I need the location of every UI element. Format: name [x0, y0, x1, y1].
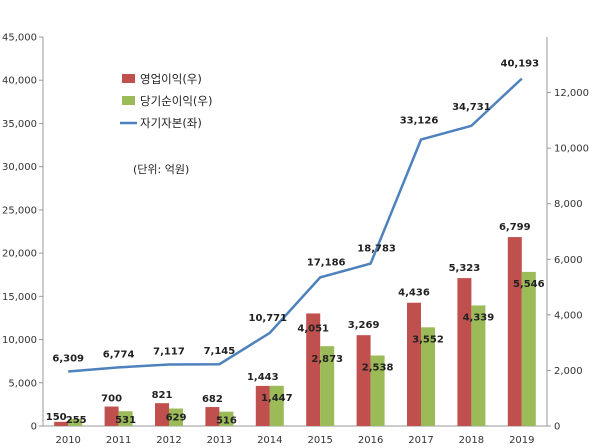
net-income-bar — [169, 408, 183, 426]
x-tick-label: 2015 — [307, 435, 332, 446]
equity-label: 7,117 — [153, 346, 185, 357]
equity-line — [68, 77, 523, 373]
net-income-label: 255 — [66, 415, 87, 426]
net-income-bar — [68, 418, 83, 426]
left-tick-label: 0 — [31, 422, 37, 433]
operating-profit-bar — [104, 406, 119, 426]
net-income-bar — [269, 385, 284, 426]
operating-profit-bar — [507, 237, 522, 426]
x-tick-label: 2012 — [156, 435, 181, 446]
equity-line-path — [68, 77, 523, 373]
equity-label: 17,186 — [307, 257, 346, 268]
equity-label: 6,774 — [103, 349, 135, 360]
left-tick-label: 15,000 — [2, 292, 37, 303]
left-tick-label: 25,000 — [2, 205, 37, 216]
x-tick-label: 2013 — [207, 435, 232, 446]
operating-profit-bar — [255, 385, 270, 426]
equity-label: 40,193 — [501, 59, 540, 70]
net-income-bar — [370, 355, 385, 426]
operating-profit-label: 821 — [152, 390, 173, 401]
net-income-label: 1,447 — [261, 393, 293, 404]
equity-label: 18,783 — [357, 244, 396, 255]
left-tick-label: 5,000 — [8, 378, 37, 389]
net-income-bar — [471, 305, 486, 426]
equity-label: 33,126 — [400, 116, 439, 127]
left-tick-label: 20,000 — [2, 249, 37, 260]
left-tick-label: 45,000 — [2, 33, 37, 44]
right-tick-label: 0 — [554, 422, 560, 433]
right-tick-label: 8,000 — [554, 199, 583, 210]
operating-profit-label: 4,436 — [398, 288, 430, 299]
legend-label-equity: 자기자본(좌) — [140, 116, 202, 130]
net-income-bar — [219, 411, 234, 426]
operating-profit-bar — [306, 313, 321, 426]
unit-note: (단위: 억원) — [133, 163, 189, 176]
legend-swatch-operating-profit — [122, 74, 135, 83]
net-income-label: 3,552 — [412, 334, 444, 345]
equity-label: 10,771 — [249, 313, 288, 324]
equity-label: 34,731 — [452, 102, 491, 113]
net-income-label: 4,339 — [463, 312, 495, 323]
x-tick-label: 2018 — [459, 435, 484, 446]
operating-profit-bar — [205, 407, 220, 426]
right-tick-label: 2,000 — [554, 366, 583, 377]
axes: 0 5,000 10,000 15,000 20,000 25,000 30,000 35,0… — [2, 33, 589, 447]
net-income-label: 516 — [216, 416, 237, 427]
data-labels: 150 255 700 531 821 629 682 516 1,443 1,447 4,051 2… — [46, 59, 545, 427]
net-income-bar — [118, 411, 133, 426]
legend-label-net-income: 당기순이익(우) — [140, 94, 212, 108]
left-tick-label: 35,000 — [2, 119, 37, 130]
operating-profit-bar — [457, 278, 472, 426]
operating-profit-label: 5,323 — [449, 263, 481, 274]
equity-label: 6,309 — [52, 353, 84, 364]
right-tick-label: 4,000 — [554, 310, 583, 321]
operating-profit-bar — [54, 421, 69, 426]
left-tick-label: 40,000 — [2, 76, 37, 87]
net-income-label: 531 — [115, 415, 136, 426]
operating-profit-bar — [407, 302, 421, 426]
x-tick-label: 2011 — [106, 435, 131, 446]
net-income-label: 2,538 — [362, 362, 394, 373]
net-income-bar — [421, 327, 435, 426]
operating-profit-label: 700 — [101, 394, 122, 405]
left-tick-label: 10,000 — [2, 335, 37, 346]
x-tick-label: 2014 — [257, 435, 282, 446]
net-income-bar — [320, 346, 335, 426]
x-tick-label: 2016 — [358, 435, 383, 446]
operating-profit-label: 150 — [46, 412, 67, 423]
operating-profit-label: 682 — [202, 394, 223, 405]
operating-profit-label: 1,443 — [247, 372, 279, 383]
operating-profit-bar — [356, 335, 371, 426]
operating-profit-label: 4,051 — [297, 323, 329, 334]
net-income-label: 2,873 — [311, 354, 343, 365]
x-tick-label: 2019 — [509, 435, 534, 446]
operating-profit-label: 3,269 — [348, 320, 380, 331]
legend-label-operating-profit: 영업이익(우) — [140, 72, 202, 86]
net-income-label: 629 — [166, 413, 187, 424]
right-tick-label: 6,000 — [554, 255, 583, 266]
operating-profit-label: 6,799 — [499, 222, 531, 233]
legend-swatch-net-income — [122, 96, 135, 105]
left-tick-label: 30,000 — [2, 162, 37, 173]
right-tick-label: 12,000 — [554, 88, 589, 99]
legend: 영업이익(우) 당기순이익(우) 자기자본(좌) — [120, 72, 212, 130]
bars — [54, 237, 536, 426]
right-tick-label: 10,000 — [554, 144, 589, 155]
operating-profit-bar — [155, 403, 169, 426]
x-tick-label: 2017 — [408, 435, 433, 446]
x-tick-label: 2010 — [55, 435, 80, 446]
equity-label: 7,145 — [204, 346, 236, 357]
net-income-bar — [521, 271, 536, 426]
net-income-label: 5,546 — [513, 279, 545, 290]
